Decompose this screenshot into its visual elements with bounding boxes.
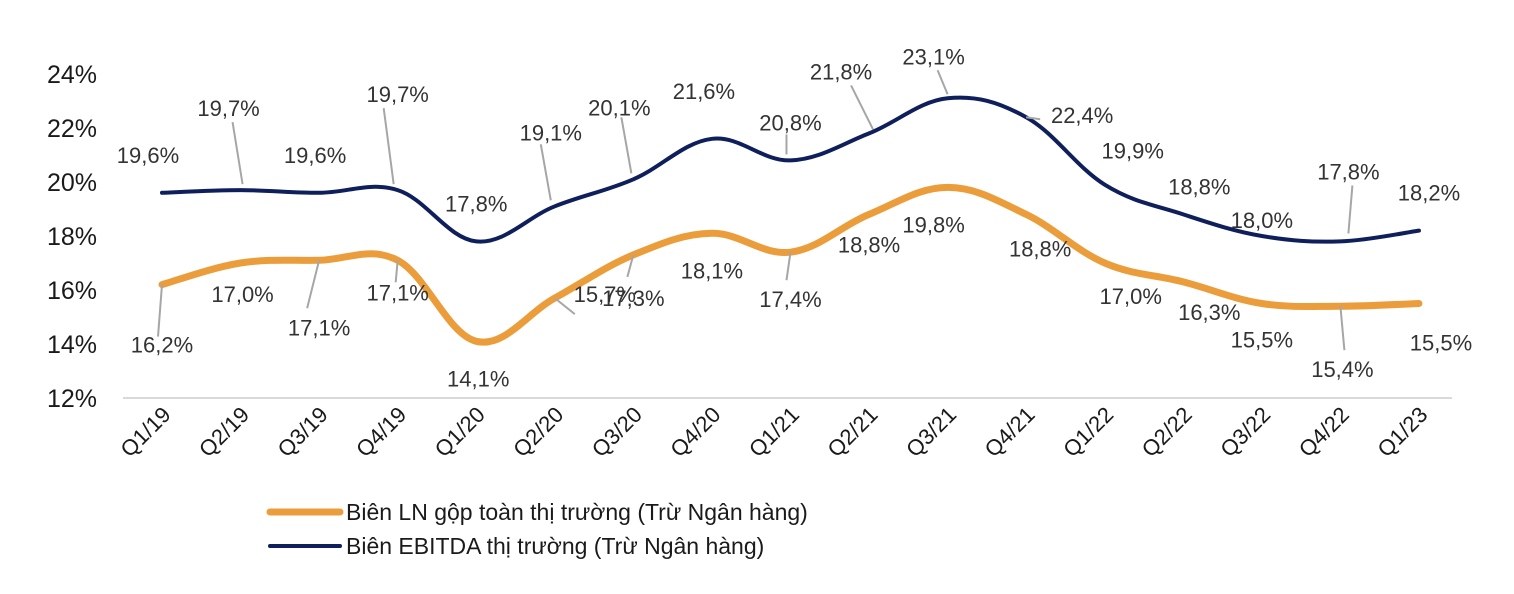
data-label-ebitda: 19,6%: [117, 143, 179, 168]
x-tick-label: Q3/21: [901, 402, 961, 462]
data-label-gross-margin: 17,0%: [1100, 284, 1162, 309]
leader-line-gross-margin: [394, 260, 399, 283]
leader-line-gross-margin: [157, 284, 163, 337]
data-label-gross-margin: 17,4%: [759, 287, 821, 312]
leader-line-ebitda: [382, 107, 395, 185]
data-label-gross-margin: 15,5%: [1231, 328, 1293, 353]
data-label-gross-margin: 14,1%: [447, 366, 509, 391]
legend: Biên LN gộp toàn thị trường (Trừ Ngân hà…: [266, 499, 808, 559]
x-tick-label: Q2/22: [1137, 402, 1197, 462]
data-label-ebitda: 19,1%: [520, 120, 582, 145]
data-label-ebitda: 23,1%: [902, 44, 964, 69]
y-tick-label: 22%: [47, 115, 97, 143]
data-label-ebitda: 18,0%: [1231, 208, 1293, 233]
legend-label-gross-margin: Biên LN gộp toàn thị trường (Trừ Ngân hà…: [346, 499, 808, 525]
data-label-gross-margin: 17,0%: [211, 282, 273, 307]
x-tick-label: Q4/20: [665, 402, 725, 462]
x-axis: Q1/19 Q2/19 Q3/19 Q4/19 Q1/20 Q2/20 Q3/20 Q4/20…: [115, 402, 1432, 462]
x-tick-label: Q3/19: [273, 402, 333, 462]
leader-line-gross-margin: [626, 254, 635, 278]
x-tick-label: Q3/22: [1215, 402, 1275, 462]
data-label-ebitda: 19,9%: [1102, 139, 1164, 164]
leader-line-ebitda: [850, 84, 874, 130]
leader-line-gross-margin: [1339, 306, 1346, 351]
data-label-gross-margin: 17,3%: [602, 286, 664, 311]
x-tick-label: Q1/21: [744, 402, 804, 462]
y-tick-label: 14%: [47, 331, 97, 359]
x-tick-label: Q1/19: [115, 402, 175, 462]
x-tick-label: Q2/20: [508, 402, 568, 462]
x-tick-label: Q2/21: [823, 402, 883, 462]
data-label-gross-margin: 19,8%: [902, 212, 964, 237]
leader-line-ebitda: [620, 117, 633, 174]
data-label-ebitda: 17,8%: [445, 191, 507, 216]
data-label-gross-margin: 16,3%: [1178, 300, 1240, 325]
y-axis: 12% 14% 16% 18% 20% 22% 24%: [47, 61, 97, 413]
series-layer: [158, 95, 1423, 346]
data-label-gross-margin: 18,1%: [681, 258, 743, 283]
leader-line-gross-margin: [554, 297, 576, 315]
y-tick-label: 18%: [47, 223, 97, 251]
data-label-ebitda: 22,4%: [1051, 103, 1113, 128]
data-label-gross-margin: 18,8%: [838, 232, 900, 257]
data-label-ebitda: 18,2%: [1398, 181, 1460, 206]
data-label-ebitda: 19,7%: [366, 82, 428, 107]
data-label-ebitda: 20,8%: [759, 110, 821, 135]
y-tick-label: 20%: [47, 169, 97, 197]
data-label-ebitda: 17,8%: [1317, 159, 1379, 184]
data-label-ebitda: 21,8%: [810, 59, 872, 84]
x-tick-label: Q4/19: [351, 402, 411, 462]
leader-line-ebitda: [936, 69, 949, 95]
leader-line-ebitda: [1026, 116, 1041, 121]
x-tick-label: Q3/20: [587, 402, 647, 462]
y-tick-label: 12%: [47, 385, 97, 413]
data-label-ebitda: 20,1%: [588, 95, 650, 120]
y-tick-label: 16%: [47, 277, 97, 305]
series-line-gross-margin: [158, 183, 1423, 346]
data-label-gross-margin: 17,1%: [366, 280, 428, 305]
leader-line-ebitda: [539, 144, 552, 201]
data-label-gross-margin: 17,1%: [288, 315, 350, 340]
legend-label-ebitda: Biên EBITDA thị trường (Trừ Ngân hàng): [346, 533, 764, 559]
series-line-ebitda: [160, 95, 1421, 244]
x-tick-label: Q2/19: [194, 402, 254, 462]
data-label-ebitda: 18,8%: [1168, 174, 1230, 199]
data-label-gross-margin: 18,8%: [1009, 236, 1071, 261]
x-tick-label: Q1/23: [1372, 402, 1432, 462]
x-tick-label: Q1/22: [1058, 402, 1118, 462]
data-label-gross-margin: 15,5%: [1410, 331, 1472, 356]
y-tick-label: 24%: [47, 61, 97, 89]
data-labels: 19,6% 19,7% 19,6% 19,7% 17,8% 19,1%20,1% 21,6%…: [117, 44, 1472, 391]
data-label-ebitda: 19,7%: [197, 96, 259, 121]
x-tick-label: Q4/21: [980, 402, 1040, 462]
data-label-ebitda: 19,6%: [284, 143, 346, 168]
data-label-ebitda: 21,6%: [673, 79, 735, 104]
x-tick-label: Q4/22: [1294, 402, 1354, 462]
data-label-gross-margin: 15,4%: [1311, 357, 1373, 382]
leader-line-gross-margin: [306, 260, 321, 309]
data-label-gross-margin: 15,7%: [574, 282, 636, 307]
leader-line-gross-margin: [785, 252, 792, 281]
data-label-gross-margin: 16,2%: [131, 333, 193, 358]
leader-line-ebitda: [231, 121, 244, 185]
leader-line-ebitda: [1347, 185, 1354, 234]
x-tick-label: Q1/20: [430, 402, 490, 462]
